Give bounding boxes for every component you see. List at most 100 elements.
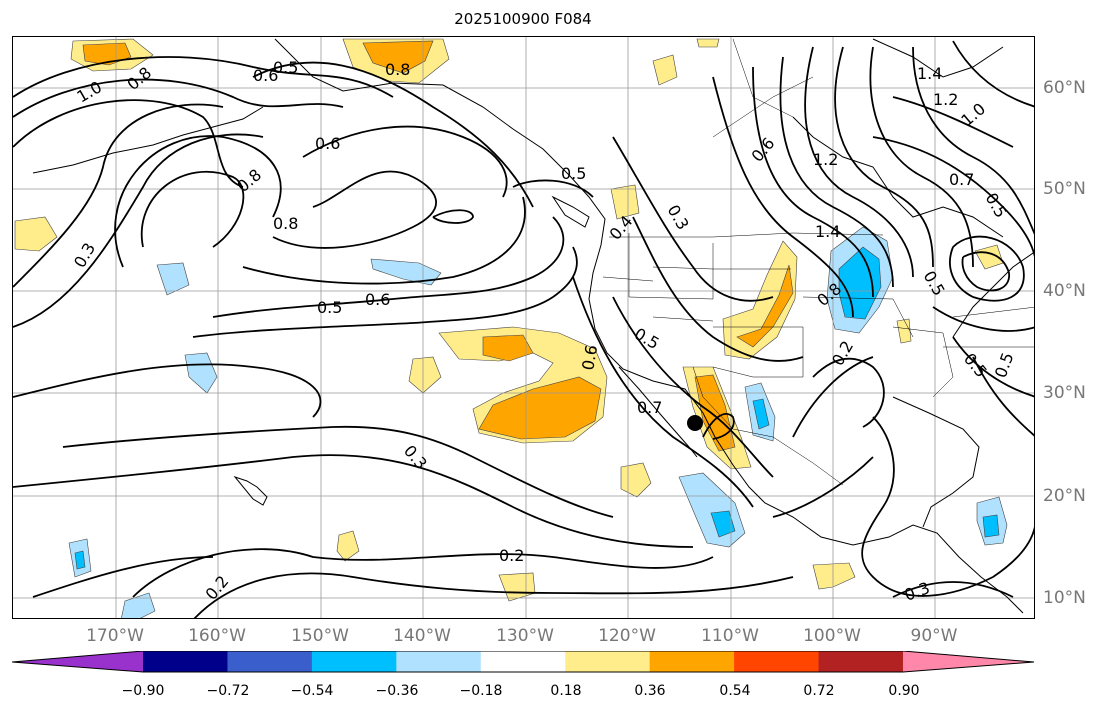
coastline-alaska-chain bbox=[32, 106, 264, 174]
contour-label: 0.3 bbox=[400, 441, 431, 473]
shade-positive bbox=[610, 184, 640, 220]
lat-label: 30°N bbox=[1043, 383, 1086, 403]
contour-line bbox=[13, 454, 694, 548]
colorbar-cell bbox=[143, 651, 228, 672]
lon-label: 150°W bbox=[291, 626, 349, 646]
colorbar-tick: 0.90 bbox=[888, 683, 920, 699]
contour-label: 0.2 bbox=[499, 546, 524, 565]
contour-line bbox=[702, 413, 735, 440]
contour-line bbox=[804, 46, 914, 278]
contour-line bbox=[432, 209, 474, 224]
colorbar-tick: 0.72 bbox=[803, 683, 835, 699]
contour-label: 0.2 bbox=[202, 572, 233, 604]
contour-line bbox=[892, 96, 1014, 148]
contour-line bbox=[952, 40, 1034, 108]
contour-line bbox=[952, 336, 1034, 398]
map-panel[interactable]: 0.6 0.5 0.8 1.0 0.8 0.6 0.8 0.8 0.3 0.5 … bbox=[12, 36, 1035, 619]
contour-line bbox=[242, 196, 526, 285]
contour-label: 0.5 bbox=[982, 190, 1011, 222]
contour-label: 0.6 bbox=[315, 134, 340, 153]
colorbar-tick: −0.36 bbox=[375, 683, 419, 699]
contour-line bbox=[32, 556, 214, 598]
shade-positive-strong bbox=[694, 374, 736, 452]
contour-line bbox=[13, 103, 224, 288]
map-title: 2025100900 F084 bbox=[454, 10, 592, 28]
contour-line bbox=[892, 581, 1014, 598]
contour-label: 0.6 bbox=[253, 66, 278, 85]
contour-label: 0.2 bbox=[828, 337, 857, 369]
coastline-gulf bbox=[892, 396, 980, 528]
shade-positive-strong bbox=[482, 334, 534, 362]
contour-line bbox=[834, 46, 934, 268]
shade-positive-strong bbox=[362, 40, 434, 74]
contour-line bbox=[114, 135, 282, 268]
contour-line bbox=[632, 216, 804, 362]
contour-line bbox=[712, 76, 854, 318]
location-marker[interactable] bbox=[687, 415, 703, 431]
coastlines bbox=[32, 38, 1034, 614]
contour-label: 1.2 bbox=[933, 90, 958, 109]
colorbar-extend-low bbox=[12, 651, 143, 672]
shade-positive bbox=[652, 54, 678, 86]
contour-line bbox=[132, 548, 714, 598]
contour-line bbox=[252, 61, 534, 208]
contour-line bbox=[869, 46, 974, 268]
map-canvas: 0.6 0.5 0.8 1.0 0.8 0.6 0.8 0.8 0.3 0.5 … bbox=[13, 37, 1034, 618]
shade-negative-strong bbox=[838, 246, 882, 320]
colorbar-cell bbox=[565, 651, 651, 672]
contour-label: 0.5 bbox=[960, 349, 991, 381]
contour-label: 1.0 bbox=[957, 99, 989, 130]
contour-label: 1.0 bbox=[74, 77, 106, 106]
colorbar-cell bbox=[649, 651, 735, 672]
shade-positive-strong bbox=[736, 264, 794, 348]
colorbar-tick: −0.90 bbox=[121, 683, 165, 699]
lon-label: 120°W bbox=[598, 626, 656, 646]
contour-label: 0.6 bbox=[365, 290, 390, 309]
shade-positive bbox=[14, 216, 58, 252]
shade-positive bbox=[974, 244, 1004, 270]
colorbar-extend-high bbox=[903, 651, 1034, 672]
contour-line bbox=[302, 125, 508, 198]
shade-positive bbox=[620, 462, 652, 498]
contour-label: 0.7 bbox=[637, 398, 662, 417]
contour-label: 0.5 bbox=[273, 58, 298, 77]
lat-label: 50°N bbox=[1043, 179, 1086, 199]
contours bbox=[13, 40, 1034, 618]
shade-positive bbox=[896, 318, 912, 344]
contour-label: 0.8 bbox=[385, 60, 410, 79]
lon-label: 90°W bbox=[910, 626, 958, 646]
colorbar-tick: 0.54 bbox=[719, 683, 751, 699]
contour-line bbox=[949, 235, 1025, 302]
lat-label: 60°N bbox=[1043, 78, 1086, 98]
contour-label: 0.3 bbox=[902, 578, 932, 605]
shade-positive bbox=[498, 572, 536, 602]
coastline-greenland bbox=[872, 38, 1004, 78]
shade-positive bbox=[408, 356, 442, 394]
contour-label: 0.4 bbox=[606, 212, 637, 244]
contour-line bbox=[912, 46, 1034, 235]
colorbar-tick: −0.72 bbox=[206, 683, 250, 699]
contour-line bbox=[13, 363, 322, 418]
shade-negative-strong bbox=[74, 550, 86, 570]
contour-line bbox=[193, 572, 794, 618]
colorbar-tick: 0.36 bbox=[634, 683, 666, 699]
colorbar-tick: −0.18 bbox=[459, 683, 503, 699]
coastline-north-america bbox=[274, 38, 1024, 614]
lat-label: 20°N bbox=[1043, 486, 1086, 506]
shade-negative-strong bbox=[752, 398, 770, 430]
contour-label: 0.5 bbox=[561, 164, 586, 183]
contour-line bbox=[612, 136, 774, 302]
contour-line bbox=[13, 99, 244, 188]
colorbar-cell bbox=[396, 651, 482, 672]
island-hawaii bbox=[233, 475, 268, 506]
contour-line bbox=[872, 136, 1034, 258]
colorbar-cell bbox=[311, 651, 397, 672]
contour-line bbox=[13, 78, 344, 118]
shade-negative bbox=[121, 592, 156, 618]
contour-line bbox=[212, 216, 565, 318]
colorbar-cell bbox=[818, 651, 904, 672]
contour-line bbox=[13, 56, 394, 98]
contour-line bbox=[612, 296, 774, 478]
colorbar-tick: −0.54 bbox=[290, 683, 334, 699]
contour-line bbox=[961, 251, 1010, 292]
